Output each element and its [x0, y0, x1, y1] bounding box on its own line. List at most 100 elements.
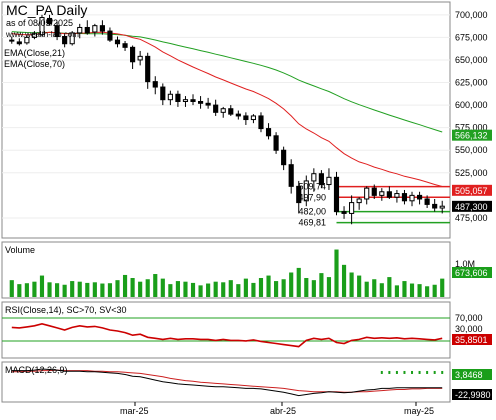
price-panel: 700,000 675,000 650,000 625,000 600,000 575,0… — [1, 1, 492, 239]
volume-bar — [130, 278, 135, 297]
candle-body — [220, 108, 226, 113]
volume-bar — [206, 283, 211, 297]
rsi-label: RSI(Close,14), SC>70, SV<30 — [5, 305, 127, 315]
volume-bar — [243, 278, 248, 297]
price-tag-label: 566,132 — [455, 131, 488, 141]
volume-tick: 1,0M — [455, 259, 475, 269]
candle-body — [24, 36, 30, 44]
macd-panel: MACD(12,26,9) 3,8468 -22,9980 — [1, 361, 492, 403]
volume-bar — [198, 285, 203, 297]
candle-body — [281, 149, 287, 166]
volume-bar — [70, 281, 75, 297]
candlesticks — [9, 14, 445, 225]
volume-bar — [417, 284, 422, 297]
volume-bar — [39, 275, 45, 297]
volume-bar — [153, 274, 158, 297]
candle-body — [326, 176, 332, 186]
candle-body — [84, 26, 90, 34]
candle-body — [190, 99, 196, 102]
volume-bar — [372, 279, 377, 297]
volume-bars — [9, 249, 445, 297]
candle-body — [114, 39, 121, 45]
volume-bar — [175, 281, 180, 297]
ema21-path — [11, 31, 443, 187]
level-label: 497,90 — [299, 192, 327, 202]
candle-body — [432, 203, 438, 209]
price-tick-label: 625,000 — [455, 78, 488, 88]
macd-hist-bar — [418, 370, 421, 374]
candle-body — [92, 25, 98, 33]
macd-line — [11, 368, 443, 397]
macd-hist-bar — [441, 370, 444, 374]
candle-body — [107, 30, 113, 41]
volume-bar — [432, 284, 437, 297]
volume-bar — [228, 280, 233, 297]
volume-bar — [258, 278, 264, 297]
volume-bar — [311, 280, 316, 297]
macd-tag-neg: -22,9980 — [455, 390, 491, 400]
candle-body — [167, 93, 173, 101]
candle-body — [303, 180, 309, 202]
volume-bar — [402, 281, 407, 297]
ema21-line — [11, 31, 443, 187]
volume-bar — [213, 281, 218, 297]
candle-body — [439, 205, 445, 209]
volume-bar — [326, 277, 332, 297]
macd-hist-bar — [380, 370, 383, 374]
candle-body — [31, 33, 38, 38]
price-grid — [2, 14, 450, 219]
candle-body — [9, 39, 15, 42]
volume-bar — [266, 275, 271, 297]
volume-bar — [281, 279, 286, 297]
volume-bar — [47, 282, 52, 297]
rsi-tag-bg — [452, 334, 492, 345]
candle-body — [235, 113, 241, 117]
volume-bar — [62, 284, 67, 297]
volume-bar — [364, 281, 369, 297]
volume-tag: 673,606 — [455, 268, 488, 278]
macd-hist-bar — [403, 370, 406, 374]
candle-body — [16, 41, 22, 45]
candle-body — [311, 173, 317, 182]
macd-tag-pos: 3,8468 — [455, 370, 483, 380]
candle-body — [416, 194, 423, 200]
rsi-line — [11, 322, 443, 348]
candle-body — [39, 17, 45, 36]
candle-body — [364, 187, 370, 200]
candle-body — [69, 32, 75, 45]
candle-body — [77, 26, 83, 34]
candle-body — [243, 115, 249, 121]
ema70-line — [11, 31, 443, 133]
volume-bar — [289, 272, 294, 297]
candle-body — [205, 102, 211, 106]
volume-bar — [357, 275, 362, 297]
volume-bar — [24, 283, 29, 297]
volume-bar — [425, 286, 430, 297]
macd-tag-neg-bg — [452, 389, 492, 400]
candle-body — [258, 115, 264, 130]
rsi-tick-30: 30,000 — [455, 324, 483, 334]
candle-body — [99, 25, 105, 32]
candle-body — [296, 185, 302, 204]
candle-body — [54, 25, 60, 37]
volume-bar — [236, 284, 241, 297]
volume-bar — [115, 280, 120, 297]
x-axis: mar-25 abr-25 may-25 — [120, 402, 434, 416]
macd-hist-bar — [411, 370, 414, 374]
legend-ema21: EMA(Close,21) — [4, 48, 65, 58]
candle-body — [318, 173, 324, 186]
candle-body — [62, 35, 68, 45]
macd-hist-bar — [433, 370, 436, 374]
rsi-tag: 35,8501 — [455, 335, 488, 345]
candle-body — [160, 86, 166, 101]
candle-body — [46, 17, 53, 25]
volume-bar — [160, 278, 165, 297]
volume-bar — [168, 284, 173, 297]
price-tick-label: 675,000 — [455, 32, 488, 42]
price-panel-frame — [1, 1, 451, 239]
macd-hist-bar — [395, 370, 398, 374]
candle-body — [265, 128, 272, 137]
price-tick-label: 525,000 — [455, 168, 488, 178]
chart-subtitle: as of 08/05/2025 — [6, 18, 73, 28]
